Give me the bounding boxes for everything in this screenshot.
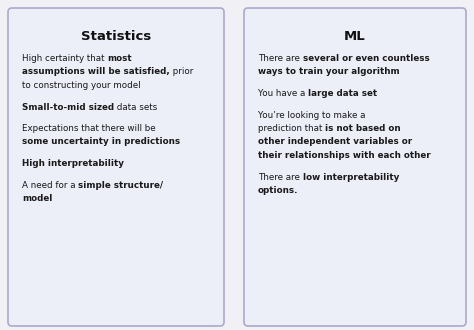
Text: simple structure/: simple structure/ bbox=[78, 181, 164, 189]
Text: several or even countless: several or even countless bbox=[302, 54, 429, 63]
FancyBboxPatch shape bbox=[8, 8, 224, 326]
Text: There are: There are bbox=[258, 54, 302, 63]
Text: High certainty that: High certainty that bbox=[22, 54, 107, 63]
Text: Expectations that there will be: Expectations that there will be bbox=[22, 124, 155, 133]
Text: prediction that: prediction that bbox=[258, 124, 325, 133]
Text: A need for a: A need for a bbox=[22, 181, 78, 189]
Text: low interpretability: low interpretability bbox=[302, 173, 399, 182]
Text: to constructing your model: to constructing your model bbox=[22, 81, 141, 90]
Text: Statistics: Statistics bbox=[81, 30, 151, 43]
Text: prior: prior bbox=[170, 68, 193, 77]
Text: large data set: large data set bbox=[308, 89, 377, 98]
Text: ML: ML bbox=[344, 30, 366, 43]
Text: You have a: You have a bbox=[258, 89, 308, 98]
Text: assumptions will be satisfied,: assumptions will be satisfied, bbox=[22, 68, 170, 77]
Text: data sets: data sets bbox=[114, 103, 157, 112]
Text: High interpretability: High interpretability bbox=[22, 159, 124, 168]
Text: model: model bbox=[22, 194, 52, 203]
Text: their relationships with each other: their relationships with each other bbox=[258, 151, 430, 160]
Text: ways to train your algorithm: ways to train your algorithm bbox=[258, 68, 400, 77]
FancyBboxPatch shape bbox=[244, 8, 466, 326]
Text: There are: There are bbox=[258, 173, 302, 182]
Text: Small-to-mid sized: Small-to-mid sized bbox=[22, 103, 114, 112]
Text: most: most bbox=[107, 54, 132, 63]
Text: You’re looking to make a: You’re looking to make a bbox=[258, 111, 365, 119]
Text: is not based on: is not based on bbox=[325, 124, 401, 133]
Text: some uncertainty in predictions: some uncertainty in predictions bbox=[22, 138, 180, 147]
Text: options.: options. bbox=[258, 186, 299, 195]
Text: other independent variables or: other independent variables or bbox=[258, 138, 412, 147]
